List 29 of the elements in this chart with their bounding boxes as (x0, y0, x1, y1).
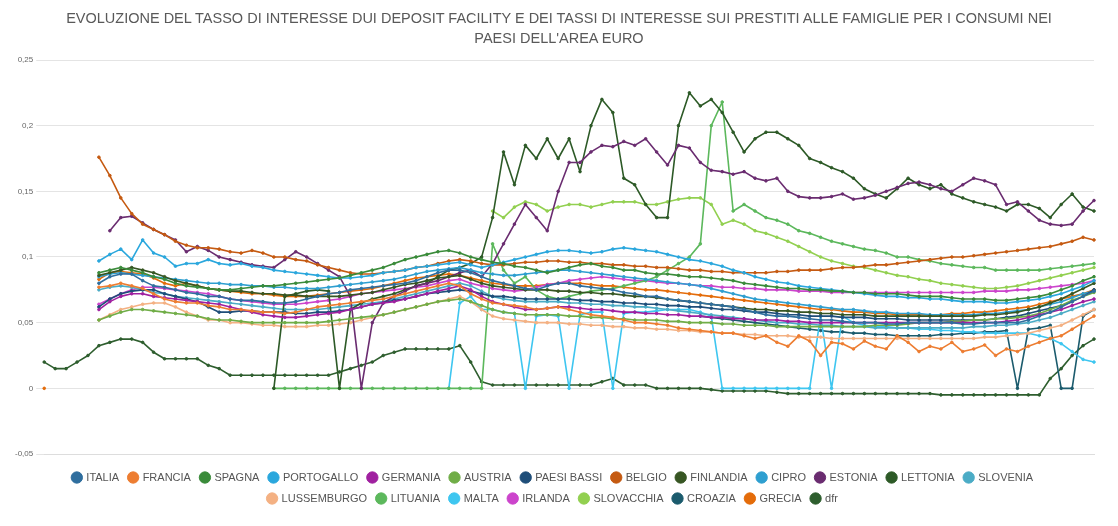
legend-label: FINLANDIA (690, 470, 749, 483)
legend-label: LUSSEMBURGO (281, 491, 368, 504)
legend-label: CROAZIA (687, 491, 737, 504)
legend-label: PAESI BASSI (535, 470, 603, 483)
legend-label: BELGIO (625, 470, 668, 483)
legend-label: SPAGNA (214, 470, 261, 483)
legend-label: MALTA (463, 491, 500, 504)
legend-label: GRECIA (759, 491, 803, 504)
y-tick-label: 0,15 (17, 186, 34, 196)
y-tick-label: 0,25 (17, 55, 34, 65)
chart-title: EVOLUZIONE DEL TASSO DI INTERESSE DUI DEPOSIT FACILITY E DEI TASSI DI INTERESSE SUI PRESTITI ALLE FAMIGLIE PER I CONSUMI NEI PAESI DELL'AREA EURO (65, 9, 1053, 48)
legend-label: GERMANIA (381, 470, 442, 483)
legend-label: FRANCIA (142, 470, 192, 483)
legend-label: LETTONIA (901, 470, 956, 483)
legend-label: PORTOGALLO (282, 470, 359, 483)
legend-label: dfr (825, 491, 839, 504)
legend-label: ESTONIA (829, 470, 879, 483)
y-tick-label: 0,2 (22, 120, 34, 130)
y-tick-label: 0,05 (17, 317, 34, 327)
y-tick-label: 0,1 (22, 252, 34, 262)
legend-label: ITALIA (86, 470, 120, 483)
legend-label: CIPRO (771, 470, 807, 483)
legend-label: LITUANIA (390, 491, 441, 504)
y-tick-label: 0 (28, 383, 34, 393)
y-tick-label: -0,05 (15, 449, 34, 459)
legend-label: AUSTRIA (464, 470, 513, 483)
legend-label: SLOVACCHIA (593, 491, 665, 504)
legend-label: IRLANDA (522, 491, 571, 504)
legend-label: SLOVENIA (978, 470, 1034, 483)
